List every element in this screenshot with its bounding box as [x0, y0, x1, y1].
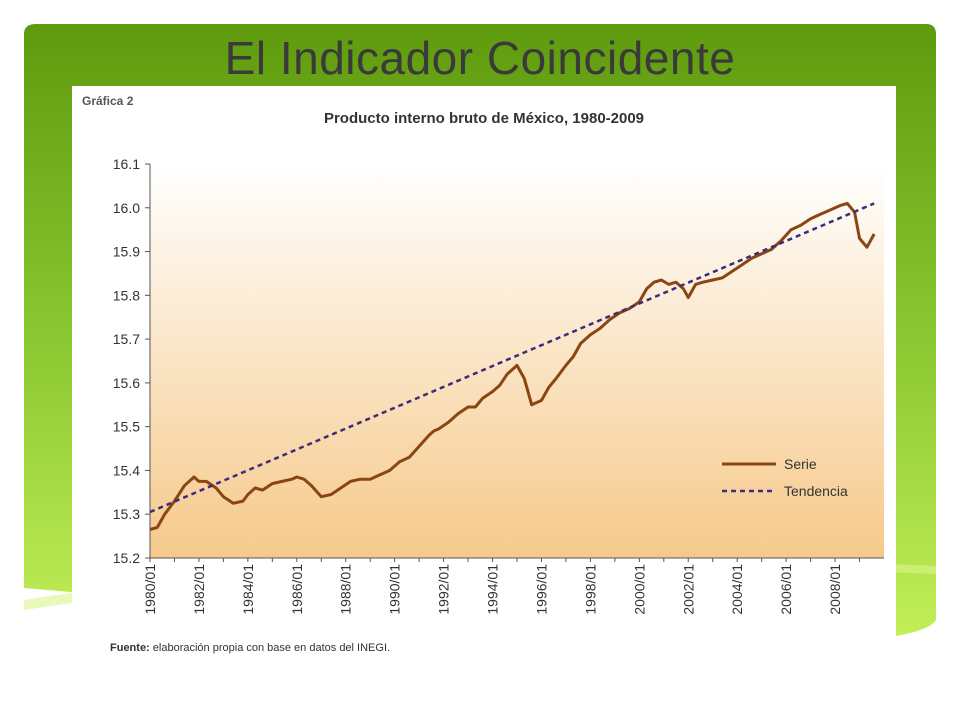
x-tick-label: 1984/01 [240, 564, 256, 615]
y-tick-label: 15.9 [113, 244, 140, 260]
series-group [149, 201, 876, 531]
x-tick-label: 1986/01 [289, 564, 305, 615]
source-text: elaboración propia con base en datos del… [152, 642, 391, 654]
legend-label-tendencia: Tendencia [784, 483, 848, 499]
chart-svg: 15.2 15.3 15.4 15.5 15.6 15.7 15.8 15.9 16.0 16.1… [113, 156, 884, 615]
series-serie-line [149, 201, 876, 531]
x-tick-label: 1988/01 [338, 564, 354, 615]
x-tick-label: 2002/01 [680, 564, 696, 615]
source-prefix: Fuente: [110, 642, 150, 654]
x-tick-label: 1996/01 [533, 564, 549, 615]
x-tick-label: 1982/01 [191, 564, 207, 615]
y-tick-label: 15.6 [113, 375, 140, 391]
x-tick-label: 1980/01 [142, 564, 158, 615]
slide-title: El Indicador Coincidente [224, 32, 736, 84]
y-tick-label: 15.5 [113, 419, 140, 435]
chart-panel: 15.2 15.3 15.4 15.5 15.6 15.7 15.8 15.9 16.0 16.1… [72, 86, 896, 664]
chart-title: Producto interno bruto de México, 1980-2… [323, 110, 645, 127]
legend-label-serie: Serie [784, 456, 817, 472]
y-tick-label: 15.2 [113, 550, 140, 566]
y-tick-label: 16.1 [113, 156, 140, 172]
plot-area [150, 164, 884, 558]
x-tick-label: 2006/01 [778, 564, 794, 615]
x-tick-label: 1990/01 [387, 564, 403, 615]
y-tick-label: 15.4 [113, 462, 140, 478]
y-tick-label: 16.0 [113, 200, 140, 216]
x-axis: 1980/01 1982/01 1984/01 1986/01 1988/01 1990/… [142, 557, 884, 615]
chart-label: Gráfica 2 [82, 94, 134, 108]
y-tick-label: 15.3 [113, 506, 140, 522]
x-tick-label: 1998/01 [582, 564, 598, 615]
source-note: Fuente: elaboración propia con base en d… [110, 642, 390, 654]
x-tick-label: 2008/01 [827, 564, 843, 615]
y-tick-label: 15.8 [113, 287, 140, 303]
x-tick-label: 1994/01 [485, 564, 501, 615]
x-tick-label: 1992/01 [436, 564, 452, 615]
legend: Serie Tendencia [722, 456, 848, 499]
y-tick-label: 15.7 [113, 331, 140, 347]
y-axis: 15.2 15.3 15.4 15.5 15.6 15.7 15.8 15.9 16.0 16.1 [113, 156, 151, 566]
x-tick-label: 2004/01 [729, 564, 745, 615]
x-tick-label: 2000/01 [631, 564, 647, 615]
